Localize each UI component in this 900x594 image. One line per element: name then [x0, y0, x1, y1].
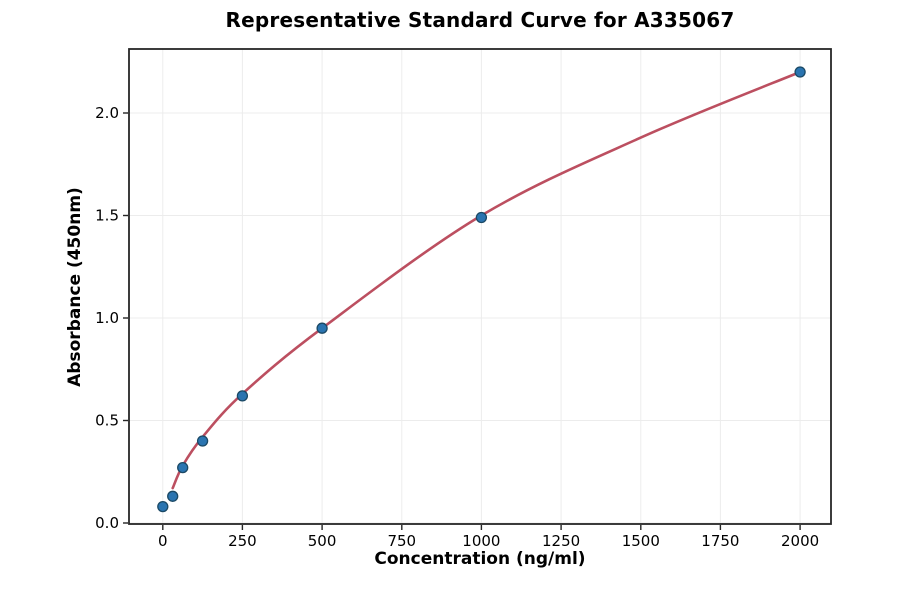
x-tick-label: 1750 [701, 532, 739, 550]
data-point [157, 500, 169, 513]
y-tick-label: 2.0 [95, 104, 119, 122]
data-point [475, 211, 488, 224]
y-tick-label: 0.0 [95, 514, 119, 532]
chart-title: Representative Standard Curve for A33506… [225, 8, 735, 32]
x-tick-label: 0 [158, 532, 168, 550]
y-axis-title: Absorbance (450nm) [65, 187, 85, 387]
data-point [316, 322, 328, 334]
fit-curve-line [171, 70, 802, 490]
axes-frame [128, 48, 832, 525]
y-tick-label: 0.5 [95, 412, 119, 430]
data-point [794, 66, 806, 78]
x-tick-label: 2000 [781, 532, 819, 550]
x-tick-label: 500 [308, 532, 337, 550]
x-tick-label: 750 [387, 532, 416, 550]
data-point [236, 390, 249, 402]
x-tick-label: 1500 [622, 532, 660, 550]
y-tick-label: 1.5 [95, 207, 119, 225]
x-tick-label: 250 [228, 532, 257, 550]
x-axis-title: Concentration (ng/ml) [374, 549, 586, 569]
x-tick-label: 1250 [542, 532, 580, 550]
data-point [177, 461, 189, 474]
data-point [196, 435, 209, 447]
x-tick-label: 1000 [462, 532, 500, 550]
y-tick-label: 1.0 [95, 309, 119, 327]
data-point [167, 490, 179, 502]
